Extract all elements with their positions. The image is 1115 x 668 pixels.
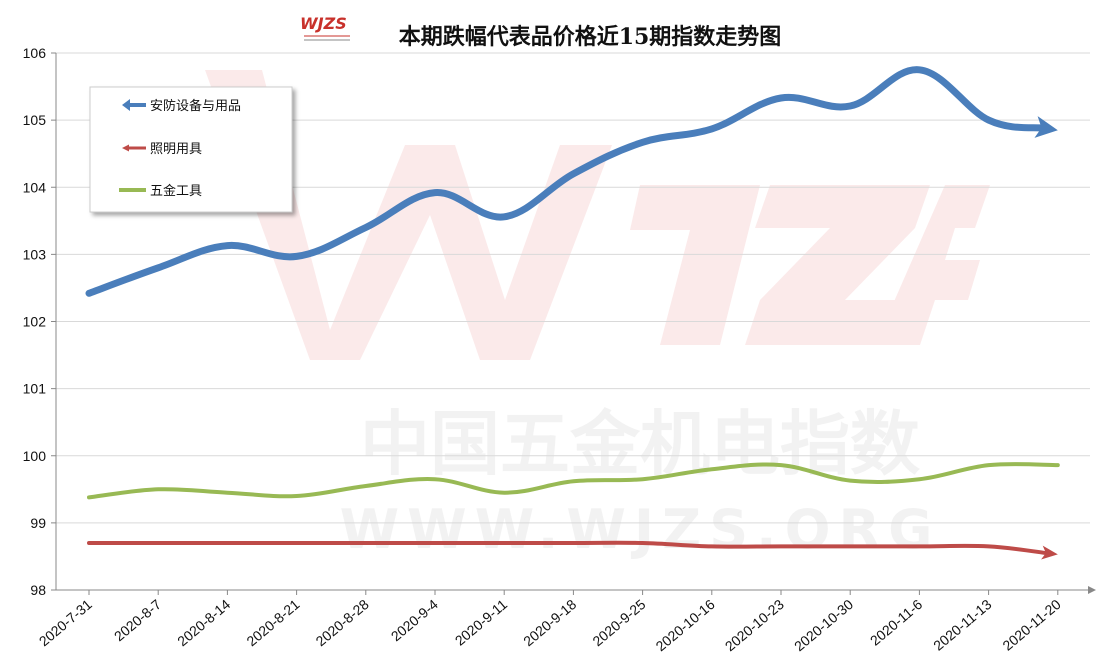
series-1 <box>87 540 1058 560</box>
x-tick-label: 2020-10-30 <box>791 596 856 654</box>
watermark: 中国五金机电指数 WWW.WJZS.ORG <box>205 70 990 561</box>
y-tick-label: 98 <box>30 582 46 598</box>
legend-label: 安防设备与用品 <box>150 98 241 114</box>
series-0 <box>85 66 1058 297</box>
x-tick-label: 2020-11-13 <box>930 596 995 654</box>
x-tick-label: 2020-9-18 <box>520 596 579 649</box>
x-tick-label: 2020-9-11 <box>452 596 511 649</box>
y-tick-label: 100 <box>23 448 47 464</box>
legend-label: 照明用具 <box>150 142 202 157</box>
x-tick-label: 2020-11-6 <box>867 596 926 649</box>
y-tick-label: 104 <box>23 179 47 195</box>
x-tick-label: 2020-10-16 <box>653 596 718 654</box>
x-tick-label: 2020-8-21 <box>243 596 302 649</box>
y-tick-label: 103 <box>23 246 47 262</box>
x-tick-label: 2020-11-20 <box>999 596 1064 654</box>
watermark-url-text: WWW.WJZS.ORG <box>340 498 941 561</box>
legend: 安防设备与用品 照明用具 五金工具 <box>89 86 293 213</box>
x-tick-label: 2020-8-14 <box>174 596 233 649</box>
watermark-cn-text: 中国五金机电指数 <box>360 403 920 485</box>
x-axis-arrow <box>1088 586 1096 594</box>
header-logo-text: WJZS <box>300 14 347 33</box>
y-tick-label: 105 <box>23 112 47 128</box>
x-tick-label: 2020-10-23 <box>722 596 787 654</box>
x-tick-label: 2020-8-28 <box>313 596 372 649</box>
series-group <box>85 66 1060 560</box>
legend-marker <box>119 188 146 192</box>
y-tick-label: 106 <box>23 45 47 61</box>
series-arrowhead <box>1034 116 1058 138</box>
legend-item-0: 安防设备与用品 <box>122 98 241 114</box>
legend-label: 五金工具 <box>150 183 202 199</box>
header-logo: WJZS <box>300 14 350 41</box>
x-tick-label: 2020-7-31 <box>36 596 95 649</box>
x-tick-label: 2020-8-7 <box>111 596 164 644</box>
series-arrowhead <box>1041 545 1058 560</box>
y-tick-label: 101 <box>23 381 47 397</box>
legend-marker <box>122 144 146 152</box>
y-tick-label: 102 <box>23 314 47 330</box>
legend-item-1: 照明用具 <box>122 142 202 157</box>
x-tick-label: 2020-9-4 <box>388 596 441 644</box>
series-2 <box>87 461 1060 500</box>
watermark-logo <box>205 70 990 360</box>
x-tick-label: 2020-9-25 <box>589 596 648 649</box>
legend-marker <box>122 99 146 111</box>
chart-title: 本期跌幅代表品价格近15期指数走势图 <box>399 24 782 50</box>
y-tick-label: 99 <box>30 515 46 531</box>
legend-item-2: 五金工具 <box>119 183 202 199</box>
